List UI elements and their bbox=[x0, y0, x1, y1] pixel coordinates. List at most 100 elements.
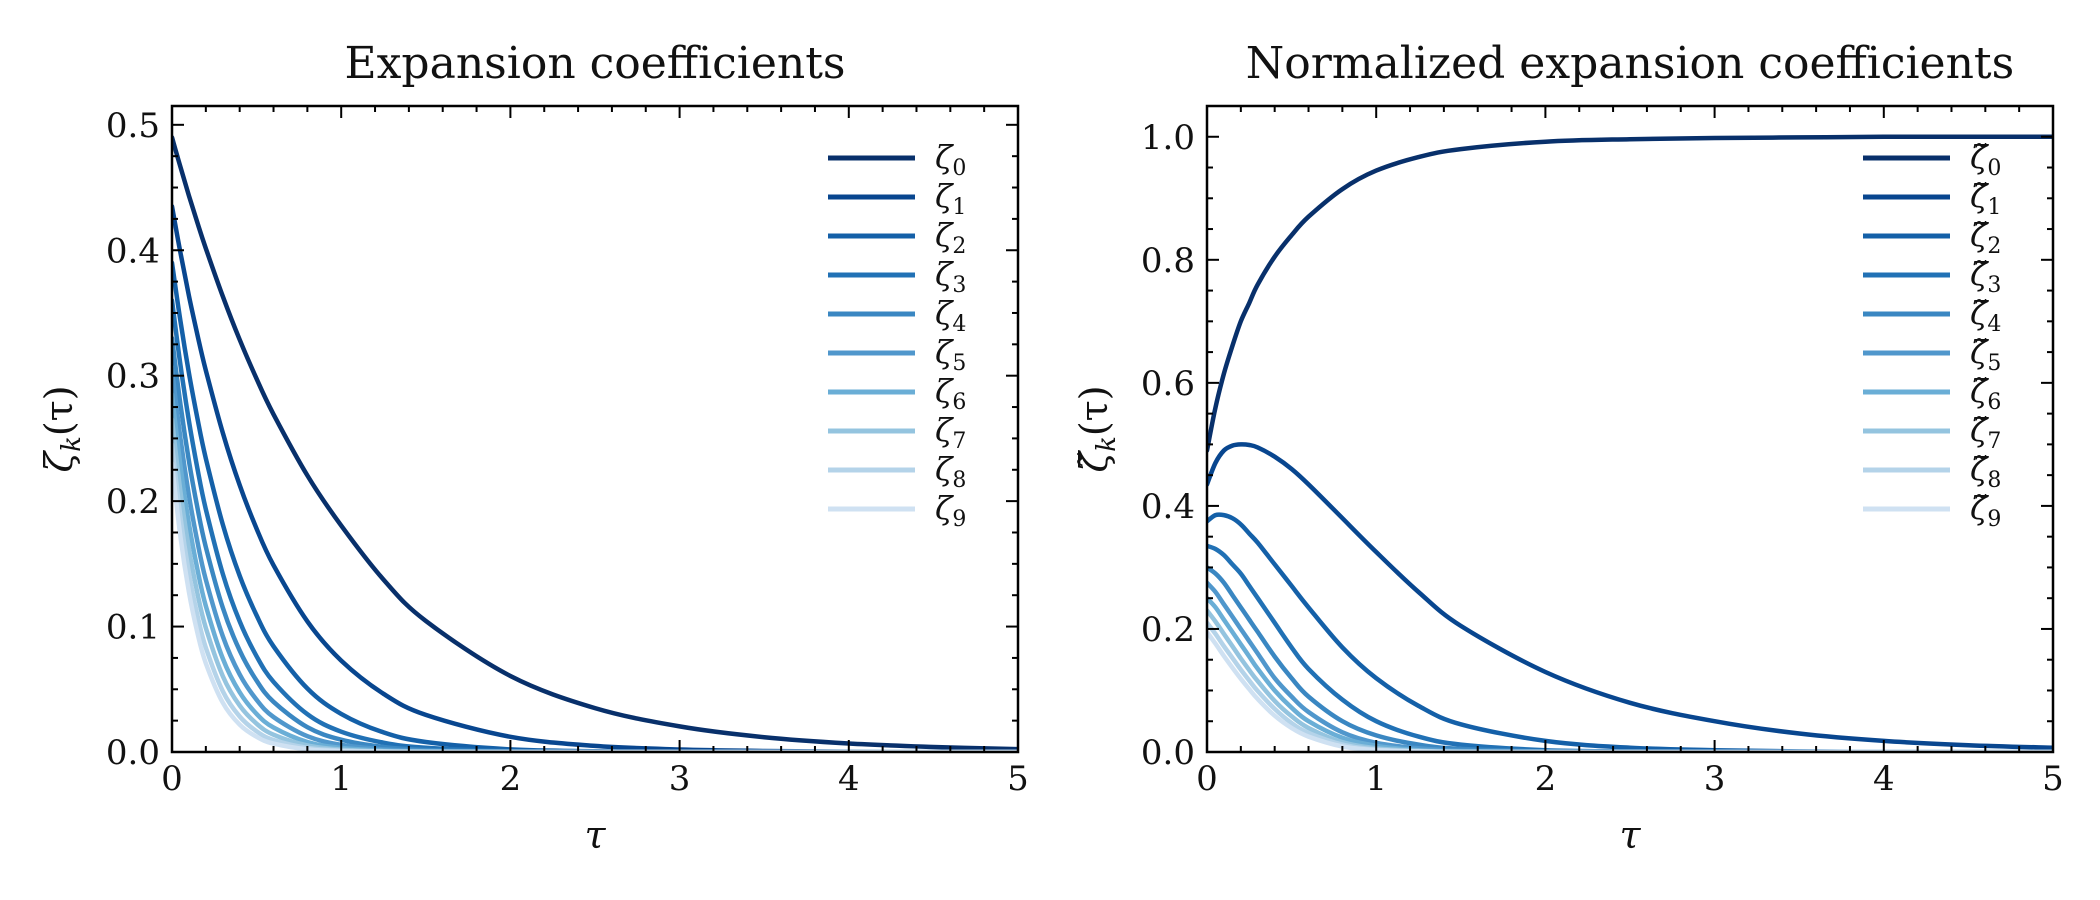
right-chart-title: Normalized expansion coefficients bbox=[1246, 38, 2014, 89]
right-y-axis-label: ζ̃k(τ) bbox=[1072, 385, 1122, 472]
right-legend-label-sub: 2 bbox=[1987, 234, 2001, 259]
left-y-tick-label: 0.2 bbox=[106, 482, 160, 522]
left-y-axis-label: ζk(τ) bbox=[37, 385, 87, 472]
right-y-tick-label: 0.8 bbox=[1141, 241, 1195, 281]
right-series-line-6 bbox=[1207, 595, 2053, 752]
left-x-tick-label: 0 bbox=[161, 759, 183, 799]
left-y-axis-label-tail: (τ) bbox=[37, 385, 81, 436]
right-legend-label-base: ζ̃ bbox=[1970, 216, 1989, 254]
right-legend-label-base: ζ̃ bbox=[1970, 255, 1989, 293]
right-x-tick-label: 1 bbox=[1365, 759, 1387, 799]
left-legend-label-base: ζ bbox=[935, 294, 954, 332]
right-series-group bbox=[1207, 134, 2053, 752]
right-y-tick-label: 0.4 bbox=[1141, 487, 1195, 527]
left-legend-label-sub: 4 bbox=[952, 312, 966, 337]
right-y-tick-label: 0.2 bbox=[1141, 610, 1195, 650]
right-legend-label-0: ζ̃0 bbox=[1970, 138, 2001, 181]
left-series-group bbox=[172, 135, 1018, 752]
right-series-line-7 bbox=[1207, 608, 2053, 752]
left-legend-label-base: ζ bbox=[935, 255, 954, 293]
left-y-tick-label: 0.3 bbox=[106, 357, 160, 397]
right-chart-panel: Normalized expansion coefficients 0 1 2 3 4 5 0… bbox=[1072, 38, 2064, 857]
left-series-line-1 bbox=[172, 204, 1018, 752]
right-x-axis-label: τ bbox=[1619, 813, 1641, 857]
left-y-tick-label: 0.1 bbox=[106, 608, 160, 648]
right-legend-label-base: ζ̃ bbox=[1970, 138, 1989, 176]
left-legend-label-sub: 7 bbox=[952, 429, 966, 454]
left-legend-label-base: ζ bbox=[935, 216, 954, 254]
left-chart-panel: Expansion coefficients 0 1 2 3 4 5 0.0 0.1 0.2 0.3… bbox=[37, 38, 1029, 857]
right-legend-label-sub: 0 bbox=[1987, 156, 2001, 181]
left-series-line-3 bbox=[172, 298, 1018, 752]
left-y-tick-label: 0.0 bbox=[106, 733, 160, 773]
right-legend-label-base: ζ̃ bbox=[1970, 294, 1989, 332]
left-y-axis-label-sub: k bbox=[57, 436, 87, 452]
left-y-axis-label-base: ζ bbox=[37, 450, 81, 473]
left-legend-label-3: ζ3 bbox=[935, 255, 966, 298]
left-y-tick-label: 0.5 bbox=[106, 106, 160, 146]
left-legend-label-sub: 0 bbox=[952, 156, 966, 181]
left-legend-label-8: ζ8 bbox=[935, 450, 966, 493]
right-axes-frame bbox=[1205, 104, 2055, 754]
right-legend-label-sub: 5 bbox=[1987, 351, 2001, 376]
left-legend-label-sub: 9 bbox=[952, 507, 966, 532]
right-legend-label-sub: 7 bbox=[1987, 429, 2001, 454]
left-legend-label-base: ζ bbox=[935, 489, 954, 527]
left-legend-label-sub: 5 bbox=[952, 351, 966, 376]
right-legend: ζ̃0ζ̃1ζ̃2ζ̃3ζ̃4ζ̃5ζ̃6ζ̃7ζ̃8ζ̃9 bbox=[1863, 138, 2001, 532]
right-x-tick-label: 4 bbox=[1873, 759, 1895, 799]
right-x-tick-label: 3 bbox=[1704, 759, 1726, 799]
left-axes-frame bbox=[170, 104, 1020, 754]
right-legend-label-4: ζ̃4 bbox=[1970, 294, 2001, 337]
left-legend-label-4: ζ4 bbox=[935, 294, 966, 337]
right-legend-label-base: ζ̃ bbox=[1970, 177, 1989, 215]
right-x-tick-label: 5 bbox=[2042, 759, 2064, 799]
right-legend-label-7: ζ̃7 bbox=[1970, 411, 2001, 454]
left-legend-label-base: ζ bbox=[935, 372, 954, 410]
right-series-line-4 bbox=[1207, 565, 2053, 752]
left-y-tick-label: 0.4 bbox=[106, 231, 160, 271]
right-legend-label-9: ζ̃9 bbox=[1970, 489, 2001, 532]
right-legend-label-base: ζ̃ bbox=[1970, 450, 1989, 488]
left-x-axis-label: τ bbox=[584, 813, 606, 857]
right-legend-label-1: ζ̃1 bbox=[1970, 177, 2001, 220]
left-legend-label-base: ζ bbox=[935, 450, 954, 488]
right-y-axis-label-sub: k bbox=[1092, 436, 1122, 452]
left-legend-label-5: ζ5 bbox=[935, 333, 966, 376]
right-x-tick-label: 0 bbox=[1196, 759, 1218, 799]
right-legend-label-base: ζ̃ bbox=[1970, 333, 1989, 371]
left-legend-label-sub: 1 bbox=[952, 195, 966, 220]
right-legend-label-8: ζ̃8 bbox=[1970, 450, 2001, 493]
left-series-line-5 bbox=[172, 367, 1018, 752]
left-x-tick-label: 3 bbox=[669, 759, 691, 799]
right-legend-label-base: ζ̃ bbox=[1970, 372, 1989, 410]
right-series-line-0 bbox=[1207, 134, 2053, 453]
right-series-line-3 bbox=[1207, 543, 2053, 752]
right-y-tick-label: 0.0 bbox=[1141, 733, 1195, 773]
left-legend-label-sub: 3 bbox=[952, 273, 966, 298]
left-legend-label-sub: 6 bbox=[952, 390, 966, 415]
left-series-line-4 bbox=[172, 335, 1018, 752]
left-chart-title: Expansion coefficients bbox=[345, 38, 846, 89]
left-legend-label-2: ζ2 bbox=[935, 216, 966, 259]
right-legend-label-base: ζ̃ bbox=[1970, 411, 1989, 449]
right-legend-label-sub: 4 bbox=[1987, 312, 2001, 337]
left-x-tick-label: 2 bbox=[500, 759, 522, 799]
left-legend-label-6: ζ6 bbox=[935, 372, 966, 415]
right-series-line-9 bbox=[1207, 629, 2053, 752]
left-legend-label-base: ζ bbox=[935, 177, 954, 215]
left-legend-label-base: ζ bbox=[935, 411, 954, 449]
left-legend-label-0: ζ0 bbox=[935, 138, 966, 181]
right-x-tick-label: 2 bbox=[1535, 759, 1557, 799]
right-y-axis-label-base: ζ̃ bbox=[1072, 450, 1116, 473]
left-legend-label-sub: 2 bbox=[952, 234, 966, 259]
right-legend-label-sub: 3 bbox=[1987, 273, 2001, 298]
left-legend-label-9: ζ9 bbox=[935, 489, 966, 532]
right-legend-label-sub: 6 bbox=[1987, 390, 2001, 415]
right-legend-label-2: ζ̃2 bbox=[1970, 216, 2001, 259]
left-series-line-0 bbox=[172, 135, 1018, 752]
right-legend-label-sub: 8 bbox=[1987, 468, 2001, 493]
right-legend-label-6: ζ̃6 bbox=[1970, 372, 2001, 415]
